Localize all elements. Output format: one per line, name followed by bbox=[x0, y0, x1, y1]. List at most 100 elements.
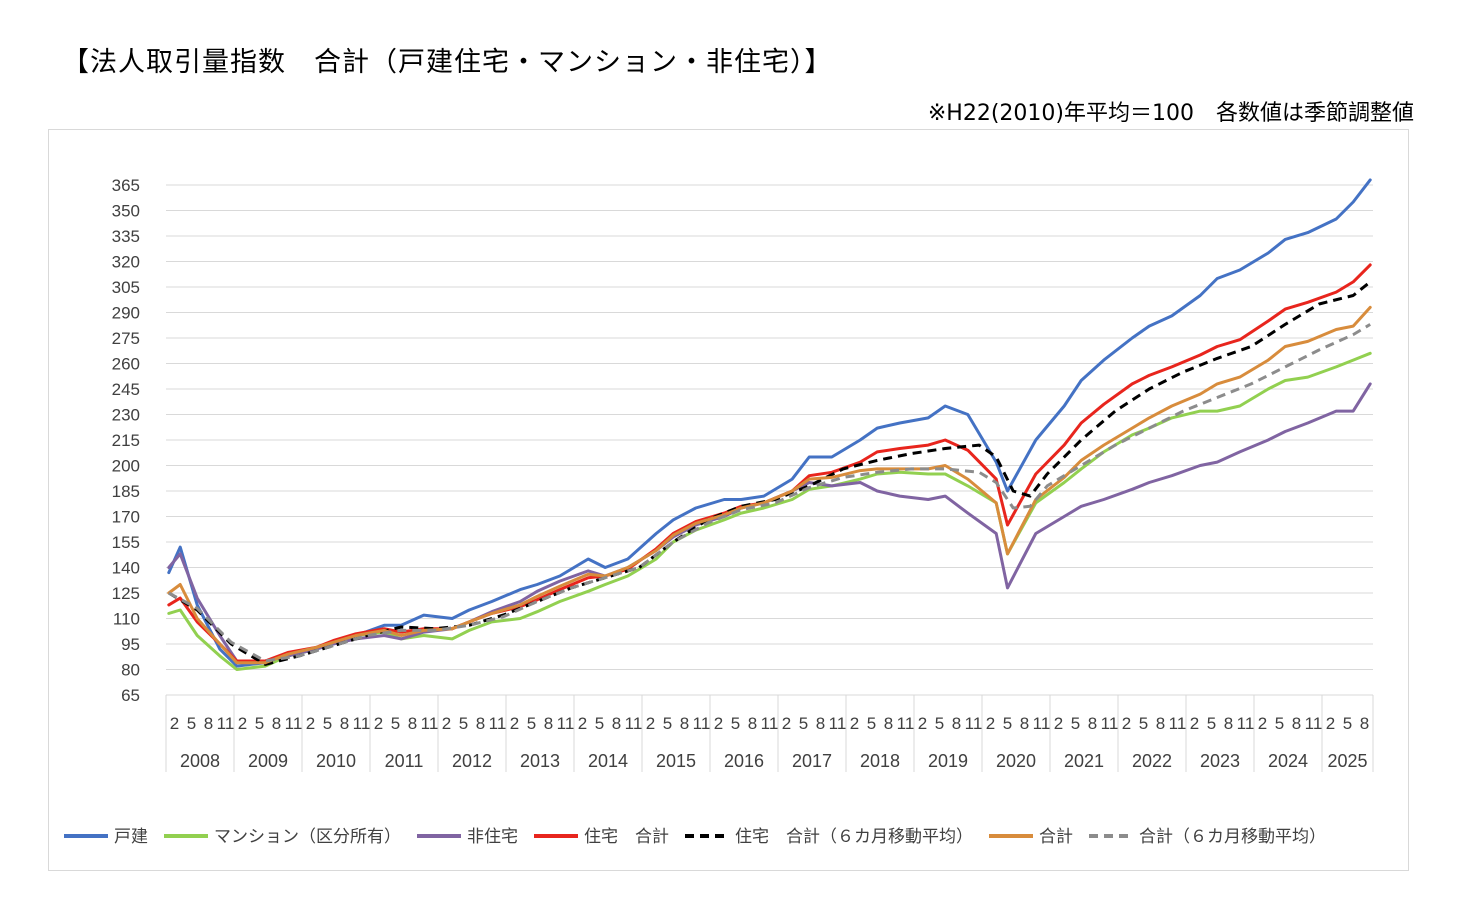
y-tick-label: 65 bbox=[121, 686, 140, 705]
x-month-tick-label: 5 bbox=[1071, 714, 1080, 733]
x-month-tick-label: 11 bbox=[829, 714, 847, 733]
y-tick-label: 350 bbox=[112, 202, 140, 221]
x-month-tick-label: 8 bbox=[476, 714, 485, 733]
x-year-label: 2020 bbox=[996, 751, 1036, 771]
x-month-tick-label: 2 bbox=[1258, 714, 1267, 733]
x-month-tick-label: 2 bbox=[1326, 714, 1335, 733]
y-tick-label: 125 bbox=[112, 584, 140, 603]
x-month-tick-label: 2 bbox=[646, 714, 655, 733]
series-line bbox=[167, 263, 1372, 663]
y-tick-label: 245 bbox=[112, 380, 140, 399]
y-tick-label: 185 bbox=[112, 482, 140, 501]
y-tick-label: 335 bbox=[112, 227, 140, 246]
x-year-label: 2019 bbox=[928, 751, 968, 771]
x-month-tick-label: 11 bbox=[489, 714, 507, 733]
x-month-tick-label: 8 bbox=[884, 714, 893, 733]
x-month-tick-label: 11 bbox=[1033, 714, 1051, 733]
x-year-label: 2014 bbox=[588, 751, 628, 771]
x-month-tick-label: 8 bbox=[408, 714, 417, 733]
x-month-tick-label: 5 bbox=[391, 714, 400, 733]
x-month-tick-label: 11 bbox=[1237, 714, 1255, 733]
x-month-tick-label: 8 bbox=[1156, 714, 1165, 733]
x-month-tick-label: 8 bbox=[272, 714, 281, 733]
y-tick-label: 200 bbox=[112, 457, 140, 476]
legend-label: 戸建 bbox=[114, 827, 148, 847]
x-month-tick-label: 2 bbox=[170, 714, 179, 733]
y-tick-label: 290 bbox=[112, 304, 140, 323]
x-month-tick-label: 2 bbox=[714, 714, 723, 733]
x-month-tick-label: 5 bbox=[1207, 714, 1216, 733]
x-month-tick-label: 2 bbox=[238, 714, 247, 733]
x-year-label: 2012 bbox=[452, 751, 492, 771]
x-month-tick-label: 5 bbox=[459, 714, 468, 733]
x-month-tick-label: 2 bbox=[986, 714, 995, 733]
x-month-tick-label: 5 bbox=[799, 714, 808, 733]
x-year-label: 2010 bbox=[316, 751, 356, 771]
series-line bbox=[168, 323, 1371, 663]
x-month-tick-label: 5 bbox=[731, 714, 740, 733]
x-month-tick-label: 5 bbox=[1003, 714, 1012, 733]
x-year-label: 2013 bbox=[520, 751, 560, 771]
x-month-tick-label: 2 bbox=[850, 714, 859, 733]
legend-label: 住宅 合計（６カ月移動平均） bbox=[735, 827, 973, 847]
x-year-label: 2008 bbox=[180, 751, 220, 771]
x-month-tick-label: 11 bbox=[421, 714, 439, 733]
x-month-tick-label: 2 bbox=[782, 714, 791, 733]
x-month-tick-label: 2 bbox=[1054, 714, 1063, 733]
x-month-tick-label: 5 bbox=[255, 714, 264, 733]
legend-label: 合計（６カ月移動平均） bbox=[1139, 827, 1326, 847]
y-tick-label: 95 bbox=[121, 635, 140, 654]
x-month-tick-label: 11 bbox=[353, 714, 371, 733]
x-month-tick-label: 11 bbox=[1305, 714, 1323, 733]
scale-note: ※H22(2010)年平均＝100 各数値は季節調整値 bbox=[927, 101, 1414, 126]
x-month-tick-label: 5 bbox=[1139, 714, 1148, 733]
x-month-tick-label: 11 bbox=[693, 714, 711, 733]
x-month-tick-label: 5 bbox=[1343, 714, 1352, 733]
x-month-tick-label: 11 bbox=[897, 714, 915, 733]
legend: 戸建 マンション（区分所有） 非住宅 住宅 合計 住宅 合計（６カ月移動平均） 合計 合計（… bbox=[64, 827, 1326, 847]
x-month-tick-label: 11 bbox=[761, 714, 779, 733]
legend-label: 非住宅 bbox=[467, 827, 518, 847]
gridlines bbox=[166, 184, 1373, 696]
x-month-tick-label: 2 bbox=[1190, 714, 1199, 733]
x-month-tick-label: 8 bbox=[952, 714, 961, 733]
y-tick-label: 230 bbox=[112, 406, 140, 425]
y-tick-label: 275 bbox=[112, 329, 140, 348]
x-month-tick-label: 5 bbox=[663, 714, 672, 733]
series-line bbox=[167, 351, 1372, 671]
x-month-tick-label: 11 bbox=[1101, 714, 1119, 733]
y-tick-label: 140 bbox=[112, 559, 140, 578]
x-year-label: 2009 bbox=[248, 751, 288, 771]
series-line bbox=[167, 382, 1372, 663]
x-month-tick-label: 5 bbox=[323, 714, 332, 733]
x-month-tick-label: 2 bbox=[578, 714, 587, 733]
y-tick-label: 215 bbox=[112, 431, 140, 450]
x-month-tick-label: 11 bbox=[1169, 714, 1187, 733]
x-month-tick-label: 8 bbox=[816, 714, 825, 733]
x-month-tick-label: 8 bbox=[1360, 714, 1369, 733]
x-month-tick-label: 11 bbox=[557, 714, 575, 733]
x-month-tick-label: 8 bbox=[204, 714, 213, 733]
x-year-label: 2016 bbox=[724, 751, 764, 771]
x-year-label: 2018 bbox=[860, 751, 900, 771]
legend-label: 住宅 合計 bbox=[584, 827, 669, 847]
x-month-tick-label: 8 bbox=[612, 714, 621, 733]
x-month-tick-label: 5 bbox=[1275, 714, 1284, 733]
x-month-tick-label: 5 bbox=[595, 714, 604, 733]
x-year-label: 2015 bbox=[656, 751, 696, 771]
x-month-tick-label: 8 bbox=[544, 714, 553, 733]
x-month-tick-label: 5 bbox=[187, 714, 196, 733]
y-tick-label: 365 bbox=[112, 176, 140, 195]
x-month-tick-label: 5 bbox=[867, 714, 876, 733]
x-month-tick-label: 11 bbox=[965, 714, 983, 733]
x-year-label: 2023 bbox=[1200, 751, 1240, 771]
x-month-tick-label: 2 bbox=[918, 714, 927, 733]
x-year-label: 2025 bbox=[1327, 751, 1367, 771]
x-year-label: 2022 bbox=[1132, 751, 1172, 771]
series-lines bbox=[167, 178, 1372, 671]
series-line bbox=[168, 280, 1372, 666]
x-month-tick-label: 2 bbox=[1122, 714, 1131, 733]
x-month-tick-label: 2 bbox=[306, 714, 315, 733]
y-tick-label: 305 bbox=[112, 278, 140, 297]
